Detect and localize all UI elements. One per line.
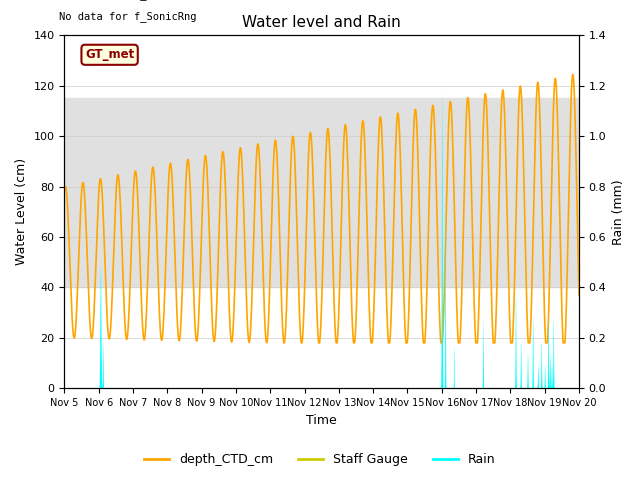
Y-axis label: Water Level (cm): Water Level (cm)	[15, 158, 28, 265]
Text: GT_met: GT_met	[85, 48, 134, 61]
Bar	[65, 98, 579, 288]
X-axis label: Time: Time	[307, 414, 337, 427]
Y-axis label: Rain (mm): Rain (mm)	[612, 179, 625, 245]
Legend: depth_CTD_cm, Staff Gauge, Rain: depth_CTD_cm, Staff Gauge, Rain	[140, 448, 500, 471]
Title: Water level and Rain: Water level and Rain	[243, 15, 401, 30]
Text: No data for f_SonicRng: No data for f_SonicRng	[60, 11, 196, 22]
